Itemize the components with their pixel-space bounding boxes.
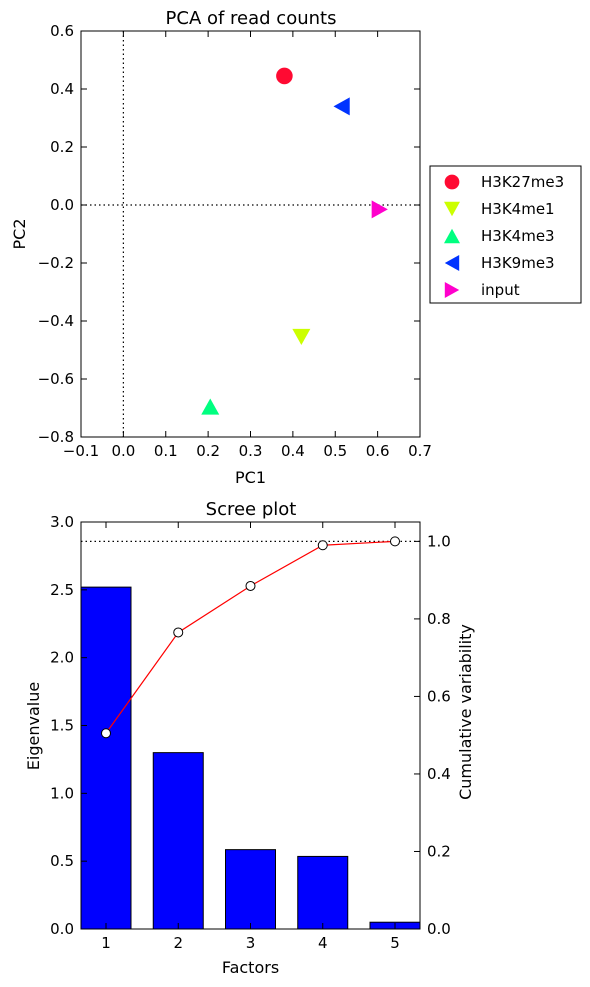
scree-y-tick-label: 1.5: [50, 717, 74, 735]
scree-x-tick-label: 2: [173, 934, 183, 952]
pca-x-axis-label: PC1: [235, 468, 266, 487]
scree-y2-tick-label: 0.6: [427, 687, 451, 705]
pca-y-tick-label: −0.2: [38, 254, 74, 272]
scree-y-tick-label: 0.0: [50, 920, 74, 938]
pca-ticks: −0.1 0.0 0.1 0.2 0.3 0.4 0.5 0.6 0.7 −0.8 −0.6 −0.4…: [38, 22, 432, 460]
pca-legend-marker-h3k27me3: [444, 174, 460, 190]
scree-y2-tick-label: 0.4: [427, 765, 451, 783]
scree-y-tick-label: 2.0: [50, 649, 74, 667]
scree-x-tick-label: 1: [101, 934, 111, 952]
pca-y-tick-label: −0.4: [38, 312, 74, 330]
pca-plot-frame: [80, 30, 421, 438]
scree-y-tick-label: 3.0: [50, 513, 74, 531]
pca-point-h3k4me1: [292, 328, 311, 346]
scree-y-tick-label: 1.0: [50, 784, 74, 802]
scree-bar-factor-4: [297, 855, 349, 930]
scree-chart: Scree plot 1 2 3 4 5 0.0 0.5 1.0 1.5 2.0 2.5 3.0 0.0…: [24, 499, 475, 977]
pca-x-tick-label: 0.0: [111, 442, 135, 460]
pca-x-tick-label: 0.7: [408, 442, 432, 460]
scree-x-tick-label: 5: [390, 934, 400, 952]
pca-y-tick-label: 0.6: [50, 22, 74, 40]
pca-legend-label-h3k4me3: H3K4me3: [481, 227, 555, 245]
pca-x-tick-label: −0.1: [63, 442, 99, 460]
scree-ticks: 1 2 3 4 5 0.0 0.5 1.0 1.5 2.0 2.5 3.0 0.0 0.2 0.4 0.6 0.…: [50, 513, 451, 952]
pca-legend-marker-h3k4me3: [444, 228, 460, 244]
scree-y-tick-label: 0.5: [50, 852, 74, 870]
scree-y2-axis-label: Cumulative variability: [456, 624, 475, 800]
scree-y2-tick-label: 1.0: [427, 532, 451, 550]
scree-bar-factor-1: [80, 586, 132, 930]
scree-bar-factor-2: [152, 752, 204, 930]
pca-plot-area: [81, 31, 420, 437]
scree-bars: [80, 586, 421, 930]
pca-y-tick-label: −0.8: [38, 428, 74, 446]
pca-y-tick-label: 0.2: [50, 138, 74, 156]
pca-reference-lines: [81, 31, 420, 437]
scree-y-tick-label: 2.5: [50, 581, 74, 599]
pca-x-tick-label: 0.3: [239, 442, 263, 460]
pca-y-tick-label: −0.6: [38, 370, 74, 388]
pca-chart: PCA of read counts −0.1 0.0 0.1 0.2 0.3 0.4 0.…: [10, 8, 582, 487]
scree-cumulative-point-2: [173, 627, 184, 638]
pca-legend-marker-h3k9me3: [444, 255, 460, 271]
pca-legend-label-h3k4me1: H3K4me1: [481, 200, 555, 218]
pca-legend-label-input: input: [481, 281, 520, 299]
scree-cumulative-point-3: [245, 580, 256, 591]
pca-legend-marker-input: [444, 282, 460, 298]
pca-legend-label-h3k27me3: H3K27me3: [481, 173, 564, 191]
scree-x-tick-label: 4: [318, 934, 328, 952]
pca-x-tick-label: 0.6: [366, 442, 390, 460]
scree-cumulative-point-5: [390, 536, 400, 547]
pca-point-input: [371, 200, 388, 219]
scree-x-axis-label: Factors: [222, 958, 279, 977]
scree-y2-tick-label: 0.0: [427, 920, 451, 938]
pca-x-tick-label: 0.5: [323, 442, 347, 460]
scree-y2-tick-label: 0.8: [427, 610, 451, 628]
scree-plot-frame: [80, 521, 421, 930]
pca-x-tick-label: 0.4: [281, 442, 305, 460]
pca-points: [201, 67, 388, 415]
scree-cumulative-point-1: [101, 728, 111, 739]
pca-y-tick-label: 0.4: [50, 80, 74, 98]
pca-legend-marker-h3k4me1: [444, 201, 460, 217]
pca-y-tick-label: 0.0: [50, 196, 74, 214]
pca-point-h3k27me3: [276, 67, 293, 85]
scree-y-axis-label: Eigenvalue: [24, 682, 43, 770]
scree-x-tick-label: 3: [246, 934, 256, 952]
pca-x-tick-label: 0.1: [154, 442, 178, 460]
scree-y2-tick-label: 0.2: [427, 842, 451, 860]
pca-legend-label-h3k9me3: H3K9me3: [481, 254, 555, 272]
scree-cumulative-polyline: [105, 540, 396, 734]
pca-y-axis-label: PC2: [10, 219, 29, 250]
pca-x-tick-label: 0.2: [196, 442, 220, 460]
scree-cumulative-point-4: [317, 540, 328, 551]
pca-point-h3k9me3: [333, 97, 350, 116]
scree-title: Scree plot: [206, 499, 297, 520]
scree-bar-factor-3: [225, 849, 276, 930]
scree-cumulative-line: [81, 536, 420, 739]
pca-legend: H3K27me3 H3K4me1 H3K4me3 H3K9me3 input: [429, 165, 582, 304]
pca-point-h3k4me3: [201, 398, 220, 415]
pca-title: PCA of read counts: [166, 8, 337, 29]
